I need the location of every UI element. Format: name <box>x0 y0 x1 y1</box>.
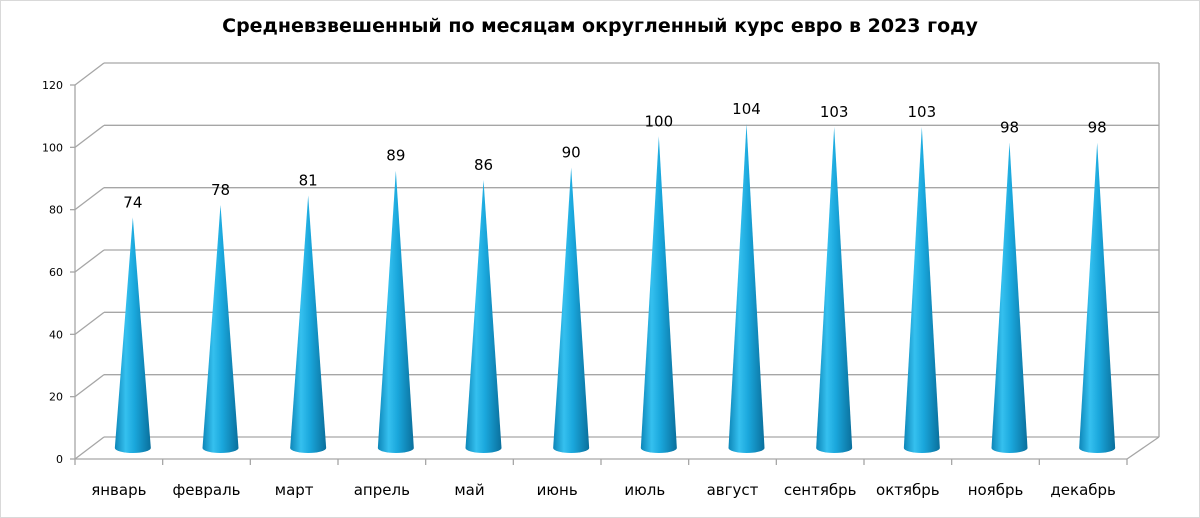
cone-bar <box>202 204 239 453</box>
data-label: 103 <box>820 103 849 121</box>
data-label: 86 <box>474 156 493 174</box>
y-tick-label: 60 <box>49 266 63 279</box>
data-label: 74 <box>123 193 142 211</box>
floor-edge <box>1126 436 1160 460</box>
cone-bar <box>728 123 765 453</box>
x-tick-label: сентябрь <box>784 481 857 499</box>
x-tick-label: июль <box>624 481 665 499</box>
data-label: 100 <box>645 112 674 130</box>
cone-bar <box>991 142 1028 454</box>
y-tick-label: 20 <box>49 391 63 404</box>
x-tick-label: ноябрь <box>968 481 1024 499</box>
y-tick-label: 100 <box>42 141 63 154</box>
chart-title: Средневзвешенный по месяцам округленный … <box>222 15 978 37</box>
x-tick-label: февраль <box>172 481 240 499</box>
gridline-side <box>74 124 105 148</box>
cone-bar <box>903 126 940 453</box>
data-label: 78 <box>211 181 230 199</box>
x-tick-label: июнь <box>537 481 578 499</box>
y-tick-label: 40 <box>49 328 63 341</box>
x-tick-label: май <box>454 481 484 499</box>
x-tick-label: январь <box>91 481 146 499</box>
x-tick-label: октябрь <box>876 481 940 499</box>
gridline-side <box>74 187 105 211</box>
gridline-side <box>74 436 105 460</box>
gridline-side <box>74 374 105 398</box>
data-label: 81 <box>299 172 318 190</box>
cone-bar <box>465 179 502 453</box>
cone-bar <box>290 195 327 454</box>
data-label: 98 <box>1088 119 1107 137</box>
cone-bar <box>816 126 853 453</box>
cone-bar <box>377 170 414 453</box>
gridline-side <box>74 249 105 273</box>
data-label: 98 <box>1000 119 1019 137</box>
y-tick-label: 80 <box>49 204 63 217</box>
cone-bar <box>1079 142 1116 454</box>
data-label: 90 <box>562 144 581 162</box>
gridline-side <box>74 62 105 86</box>
cone-bar <box>640 136 677 454</box>
x-tick-label: август <box>707 481 759 499</box>
data-label: 104 <box>732 100 761 118</box>
y-tick-label: 0 <box>56 453 63 466</box>
gridline-side <box>74 311 105 335</box>
x-tick-label: декабрь <box>1050 481 1115 499</box>
x-tick-label: апрель <box>354 481 410 499</box>
cone-bar <box>553 167 590 453</box>
y-tick-label: 120 <box>42 79 63 92</box>
data-label: 103 <box>908 103 937 121</box>
data-label: 89 <box>386 147 405 165</box>
cone-bar <box>114 217 151 453</box>
x-tick-label: март <box>275 481 314 499</box>
